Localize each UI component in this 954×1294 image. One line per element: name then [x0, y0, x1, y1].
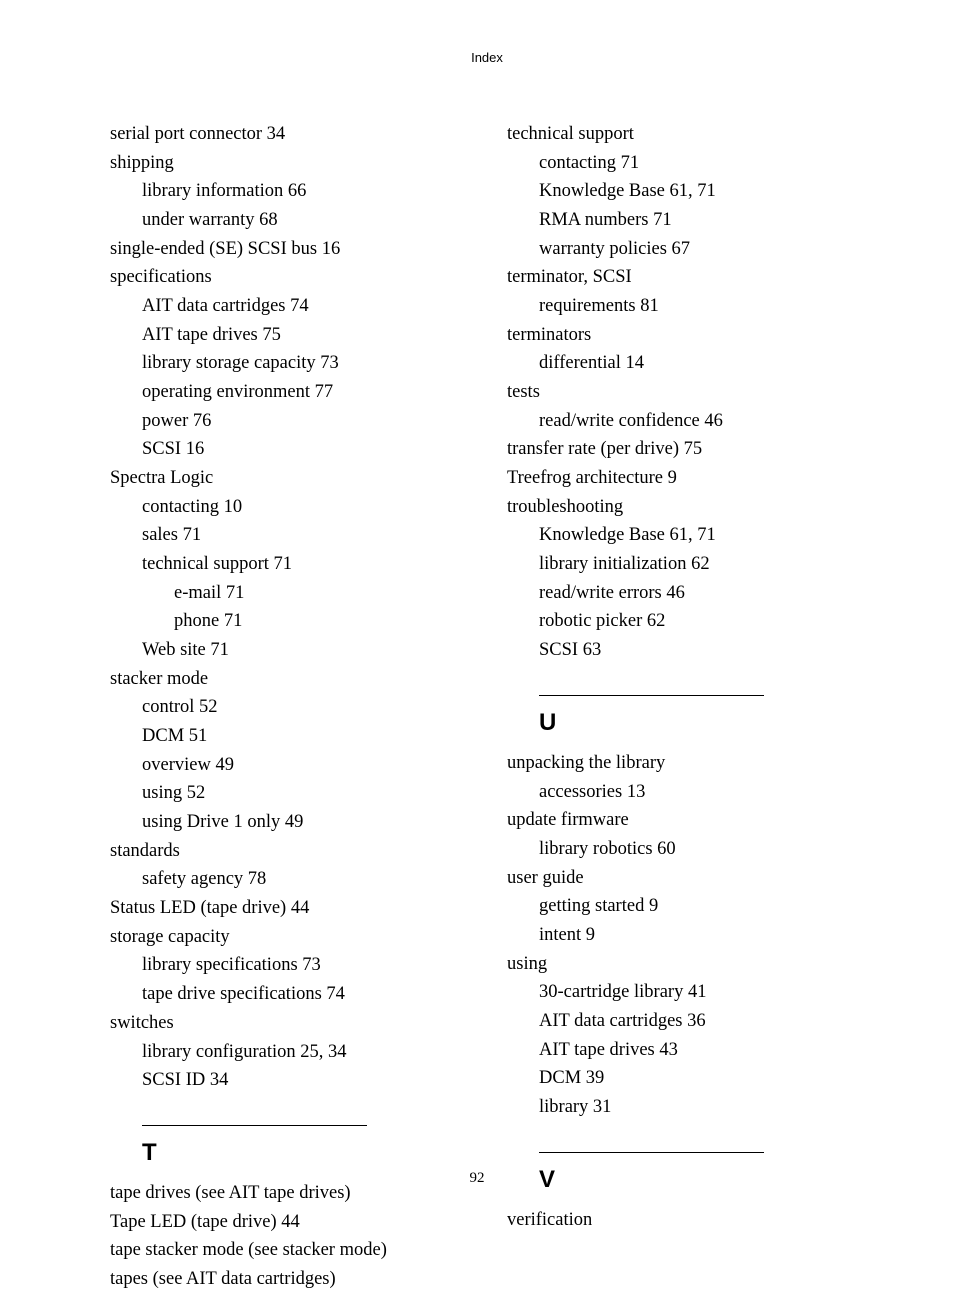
section-divider — [539, 695, 764, 696]
index-entry: using — [507, 950, 864, 979]
index-entry: library robotics 60 — [507, 835, 864, 864]
index-entry: unpacking the library — [507, 749, 864, 778]
index-entry: AIT tape drives 75 — [110, 321, 467, 350]
index-entry: AIT tape drives 43 — [507, 1036, 864, 1065]
index-entry: switches — [110, 1009, 467, 1038]
index-entry: Web site 71 — [110, 636, 467, 665]
index-entry: library initialization 62 — [507, 550, 864, 579]
index-entry: Knowledge Base 61, 71 — [507, 521, 864, 550]
index-entry: tape drive specifications 74 — [110, 980, 467, 1009]
index-entry: stacker mode — [110, 665, 467, 694]
index-entry: accessories 13 — [507, 778, 864, 807]
section-letter-t: T — [142, 1134, 467, 1171]
index-entry: update firmware — [507, 806, 864, 835]
index-entry: under warranty 68 — [110, 206, 467, 235]
index-entry: power 76 — [110, 407, 467, 436]
index-entry: phone 71 — [110, 607, 467, 636]
index-entry: Tape LED (tape drive) 44 — [110, 1208, 467, 1237]
index-entry: single-ended (SE) SCSI bus 16 — [110, 235, 467, 264]
index-entry: SCSI 63 — [507, 636, 864, 665]
index-entry: technical support — [507, 120, 864, 149]
index-entry: serial port connector 34 — [110, 120, 467, 149]
index-entry: AIT data cartridges 74 — [110, 292, 467, 321]
index-entry: requirements 81 — [507, 292, 864, 321]
index-entry: RMA numbers 71 — [507, 206, 864, 235]
index-entry: Status LED (tape drive) 44 — [110, 894, 467, 923]
index-entry: library 31 — [507, 1093, 864, 1122]
page-number: 92 — [0, 1170, 954, 1187]
index-entry: DCM 39 — [507, 1064, 864, 1093]
index-entry: read/write confidence 46 — [507, 407, 864, 436]
right-column: technical supportcontacting 71Knowledge … — [507, 120, 864, 1294]
index-entry: overview 49 — [110, 751, 467, 780]
index-entry: SCSI ID 34 — [110, 1066, 467, 1095]
index-entry: Treefrog architecture 9 — [507, 464, 864, 493]
index-entry: terminators — [507, 321, 864, 350]
index-entry: transfer rate (per drive) 75 — [507, 435, 864, 464]
index-entry: getting started 9 — [507, 892, 864, 921]
index-entry: terminator, SCSI — [507, 263, 864, 292]
section-divider — [142, 1125, 367, 1126]
index-entry: tests — [507, 378, 864, 407]
index-entry: tapes (see AIT data cartridges) — [110, 1265, 467, 1294]
section-u-entries: unpacking the libraryaccessories 13updat… — [507, 749, 864, 1122]
section-letter-u: U — [539, 704, 864, 741]
index-entry: AIT data cartridges 36 — [507, 1007, 864, 1036]
index-entry: intent 9 — [507, 921, 864, 950]
index-entry: verification — [507, 1206, 864, 1235]
index-entry: user guide — [507, 864, 864, 893]
index-entry: 30-cartridge library 41 — [507, 978, 864, 1007]
index-entry: contacting 71 — [507, 149, 864, 178]
index-entry: troubleshooting — [507, 493, 864, 522]
index-entry: sales 71 — [110, 521, 467, 550]
index-entry: differential 14 — [507, 349, 864, 378]
index-entry: control 52 — [110, 693, 467, 722]
index-entry: SCSI 16 — [110, 435, 467, 464]
index-entry: Knowledge Base 61, 71 — [507, 177, 864, 206]
index-entry: specifications — [110, 263, 467, 292]
index-entry: shipping — [110, 149, 467, 178]
index-entry: storage capacity — [110, 923, 467, 952]
index-entry: library information 66 — [110, 177, 467, 206]
left-column: serial port connector 34shippinglibrary … — [110, 120, 467, 1294]
index-entry: safety agency 78 — [110, 865, 467, 894]
index-entry: using Drive 1 only 49 — [110, 808, 467, 837]
index-entry: operating environment 77 — [110, 378, 467, 407]
index-entry: DCM 51 — [110, 722, 467, 751]
index-entry: library specifications 73 — [110, 951, 467, 980]
section-t-entries: tape drives (see AIT tape drives)Tape LE… — [110, 1179, 467, 1294]
index-entry: warranty policies 67 — [507, 235, 864, 264]
index-entry: using 52 — [110, 779, 467, 808]
section-v-entries: verification — [507, 1206, 864, 1235]
index-entry: tape stacker mode (see stacker mode) — [110, 1236, 467, 1265]
index-entry: robotic picker 62 — [507, 607, 864, 636]
index-entry: library storage capacity 73 — [110, 349, 467, 378]
index-entry: technical support 71 — [110, 550, 467, 579]
index-entry: Spectra Logic — [110, 464, 467, 493]
index-entry: contacting 10 — [110, 493, 467, 522]
left-entries: serial port connector 34shippinglibrary … — [110, 120, 467, 1095]
index-columns: serial port connector 34shippinglibrary … — [110, 120, 864, 1294]
section-divider — [539, 1152, 764, 1153]
page-header: Index — [110, 50, 864, 65]
index-entry: e-mail 71 — [110, 579, 467, 608]
index-entry: standards — [110, 837, 467, 866]
index-entry: library configuration 25, 34 — [110, 1038, 467, 1067]
right-entries: technical supportcontacting 71Knowledge … — [507, 120, 864, 665]
index-entry: read/write errors 46 — [507, 579, 864, 608]
